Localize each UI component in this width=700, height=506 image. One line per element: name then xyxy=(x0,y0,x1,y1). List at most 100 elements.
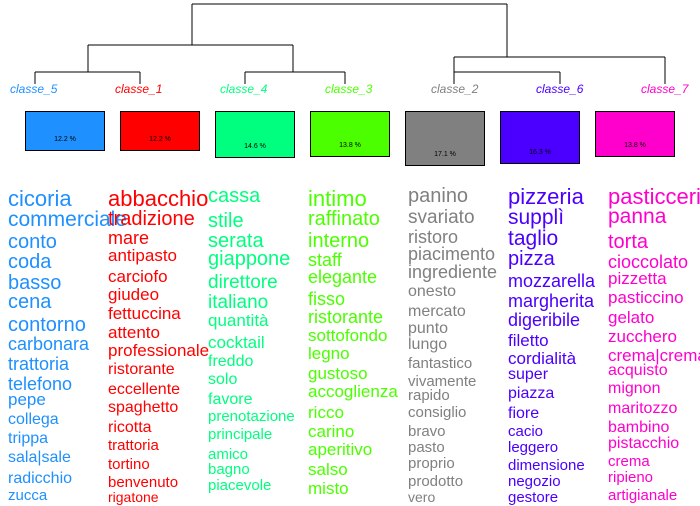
class-4-word: quantità xyxy=(208,311,269,330)
class-5-word: trattoria xyxy=(8,354,70,374)
class-3-word: ricco xyxy=(308,403,344,422)
class-7-word: bambino xyxy=(608,419,670,436)
class-1-word: benvenuto xyxy=(108,474,179,491)
class-label-6: classe_6 xyxy=(536,82,584,96)
class-percentage-6: 16.3 % xyxy=(529,149,551,156)
class-6-word: negozio xyxy=(508,473,561,490)
class-5-word: pepe xyxy=(8,390,46,409)
class-5-word: radicchio xyxy=(8,470,73,487)
class-6-word: supplì xyxy=(508,206,565,229)
class-6-word: dimensione xyxy=(508,457,585,474)
class-5-word: carbonara xyxy=(8,334,90,354)
class-percentage-3: 13.8 % xyxy=(339,142,361,149)
class-2-word: proprio xyxy=(408,455,455,472)
class-percentage-7: 13.8 % xyxy=(624,142,646,149)
class-2-word: bravo xyxy=(408,423,446,440)
class-box-1: 12.2 % xyxy=(120,111,200,151)
dendrogram-left-branch xyxy=(87,44,294,72)
dendrogram-branch-4-3 xyxy=(244,71,346,84)
class-7-word: crema xyxy=(608,453,650,470)
class-6-word: gestore xyxy=(508,489,559,506)
class-3-word: salso xyxy=(308,460,348,479)
class-1-word: tradizione xyxy=(108,208,195,230)
dendrogram-right-branch xyxy=(453,56,666,84)
class-7-word: torta xyxy=(608,231,649,253)
class-percentage-1: 12.2 % xyxy=(149,136,171,143)
class-1-word: trattoria xyxy=(108,437,159,454)
class-6-word: pizza xyxy=(508,248,555,270)
class-5-word: cicoria xyxy=(8,186,72,211)
class-4-word: prenotazione xyxy=(208,408,295,425)
class-3-word: legno xyxy=(308,344,350,363)
class-6-word: filetto xyxy=(508,331,549,350)
class-3-word: raffinato xyxy=(308,208,380,230)
class-7-word: maritozzo xyxy=(608,400,678,417)
class-4-word: bagno xyxy=(208,461,250,478)
class-label-1: classe_1 xyxy=(115,82,163,96)
class-5-word: contorno xyxy=(8,314,86,336)
class-1-word: eccellente xyxy=(108,381,181,398)
class-5-word: zucca xyxy=(8,487,48,504)
class-2-word: piacimento xyxy=(408,244,496,264)
class-2-word: fantastico xyxy=(408,355,473,372)
class-3-word: aperitivo xyxy=(308,440,373,459)
class-4-word: principale xyxy=(208,426,273,443)
class-box-2: 17.1 % xyxy=(405,111,485,166)
class-7-word: gelato xyxy=(608,308,655,327)
class-1-word: giudeo xyxy=(108,285,160,304)
class-2-word: svariato xyxy=(408,207,475,228)
class-7-word: crema|crema xyxy=(608,346,700,365)
class-2-word: onesto xyxy=(408,283,457,300)
class-4-word: favore xyxy=(208,391,253,408)
class-6-word: margherita xyxy=(508,291,595,311)
class-4-word: serata xyxy=(208,230,264,252)
class-3-word: staff xyxy=(308,250,342,270)
class-1-word: mare xyxy=(108,228,150,248)
class-3-word: ristorante xyxy=(308,307,384,327)
class-2-word: punto xyxy=(408,320,449,337)
class-4-word: piacevole xyxy=(208,477,272,494)
class-1-word: rigatone xyxy=(108,489,159,505)
dendrogram xyxy=(34,3,666,84)
class-2-word: ristoro xyxy=(408,227,459,247)
class-3-word: gustoso xyxy=(308,364,368,383)
class-4-word: cocktail xyxy=(208,333,265,352)
class-7-word: acquisto xyxy=(608,362,668,379)
class-6-word: cacio xyxy=(508,423,544,440)
class-2-word: prodotto xyxy=(408,473,464,490)
dendrogram-root-branch xyxy=(191,3,508,57)
class-4-word: italiano xyxy=(208,292,269,313)
class-label-5: classe_5 xyxy=(10,82,58,96)
class-1-word: attento xyxy=(108,323,160,342)
class-3-word: misto xyxy=(308,479,349,498)
class-7-word: panna xyxy=(608,205,667,228)
class-box-6: 16.3 % xyxy=(500,111,580,164)
class-4-word: stile xyxy=(208,210,244,232)
class-percentage-5: 12.2 % xyxy=(54,136,76,143)
class-6-word: fiore xyxy=(508,405,540,422)
class-5-word: collega xyxy=(8,411,59,428)
dendrogram-branch-5-1 xyxy=(34,71,141,84)
class-3-word: interno xyxy=(308,230,370,252)
class-4-word: amico xyxy=(208,446,249,463)
class-3-word: elegante xyxy=(308,267,378,287)
class-3-word: intimo xyxy=(308,186,367,211)
class-box-7: 13.8 % xyxy=(595,111,675,157)
class-2-word: pasto xyxy=(408,439,445,456)
class-2-word: rapido xyxy=(408,387,450,404)
class-4-word: solo xyxy=(208,371,238,388)
class-1-word: fettuccina xyxy=(108,304,181,323)
class-6-word: pizzeria xyxy=(508,184,584,209)
class-2-word: vivamente xyxy=(408,373,477,390)
class-1-word: ricotta xyxy=(108,419,152,436)
class-5-word: telefono xyxy=(8,374,73,394)
class-1-word: professionale xyxy=(108,341,210,360)
class-6-word: mozzarella xyxy=(508,271,596,291)
class-2-word: ingrediente xyxy=(408,262,498,282)
class-1-word: carciofo xyxy=(108,267,168,286)
class-7-word: pasticceria xyxy=(608,184,700,209)
class-6-word: cordialità xyxy=(508,349,577,368)
class-3-word: accoglienza xyxy=(308,382,398,401)
class-1-word: antipasto xyxy=(108,246,177,265)
class-2-word: lungo xyxy=(408,336,448,353)
